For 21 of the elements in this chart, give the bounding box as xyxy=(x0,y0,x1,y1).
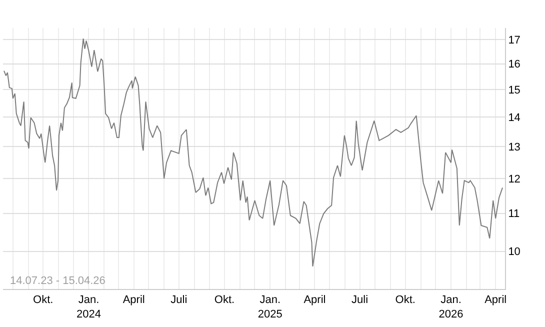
annotation: 14.07.23 - 15.04.26 xyxy=(10,275,106,287)
x-tick-label: Juli xyxy=(352,294,368,306)
x-tick-label: April xyxy=(304,294,326,306)
y-tick-label: 13 xyxy=(508,141,520,154)
x-tick-label: Juli xyxy=(170,294,188,306)
x-tick-label: Jan. 2026 xyxy=(438,294,464,320)
x-tick-label: Okt. xyxy=(33,294,54,306)
y-tick-label: 11 xyxy=(508,208,520,220)
x-tick-label: April xyxy=(122,294,145,306)
x-tick-label: Okt. xyxy=(395,294,416,306)
y-tick-label: 10 xyxy=(508,246,520,258)
x-tick-label: April xyxy=(484,294,507,306)
x-tick-label: Jan. 2025 xyxy=(258,294,282,320)
y-tick-label: 16 xyxy=(508,58,520,71)
x-tick-label: Jan. 2024 xyxy=(76,294,101,320)
y-tick-label: 14 xyxy=(508,112,520,124)
line-series xyxy=(3,38,504,267)
y-tick-label: 15 xyxy=(508,84,520,96)
y-tick-label: 12 xyxy=(508,173,520,186)
x-tick-label: Okt. xyxy=(214,294,235,306)
y-tick-label: 17 xyxy=(508,34,520,46)
